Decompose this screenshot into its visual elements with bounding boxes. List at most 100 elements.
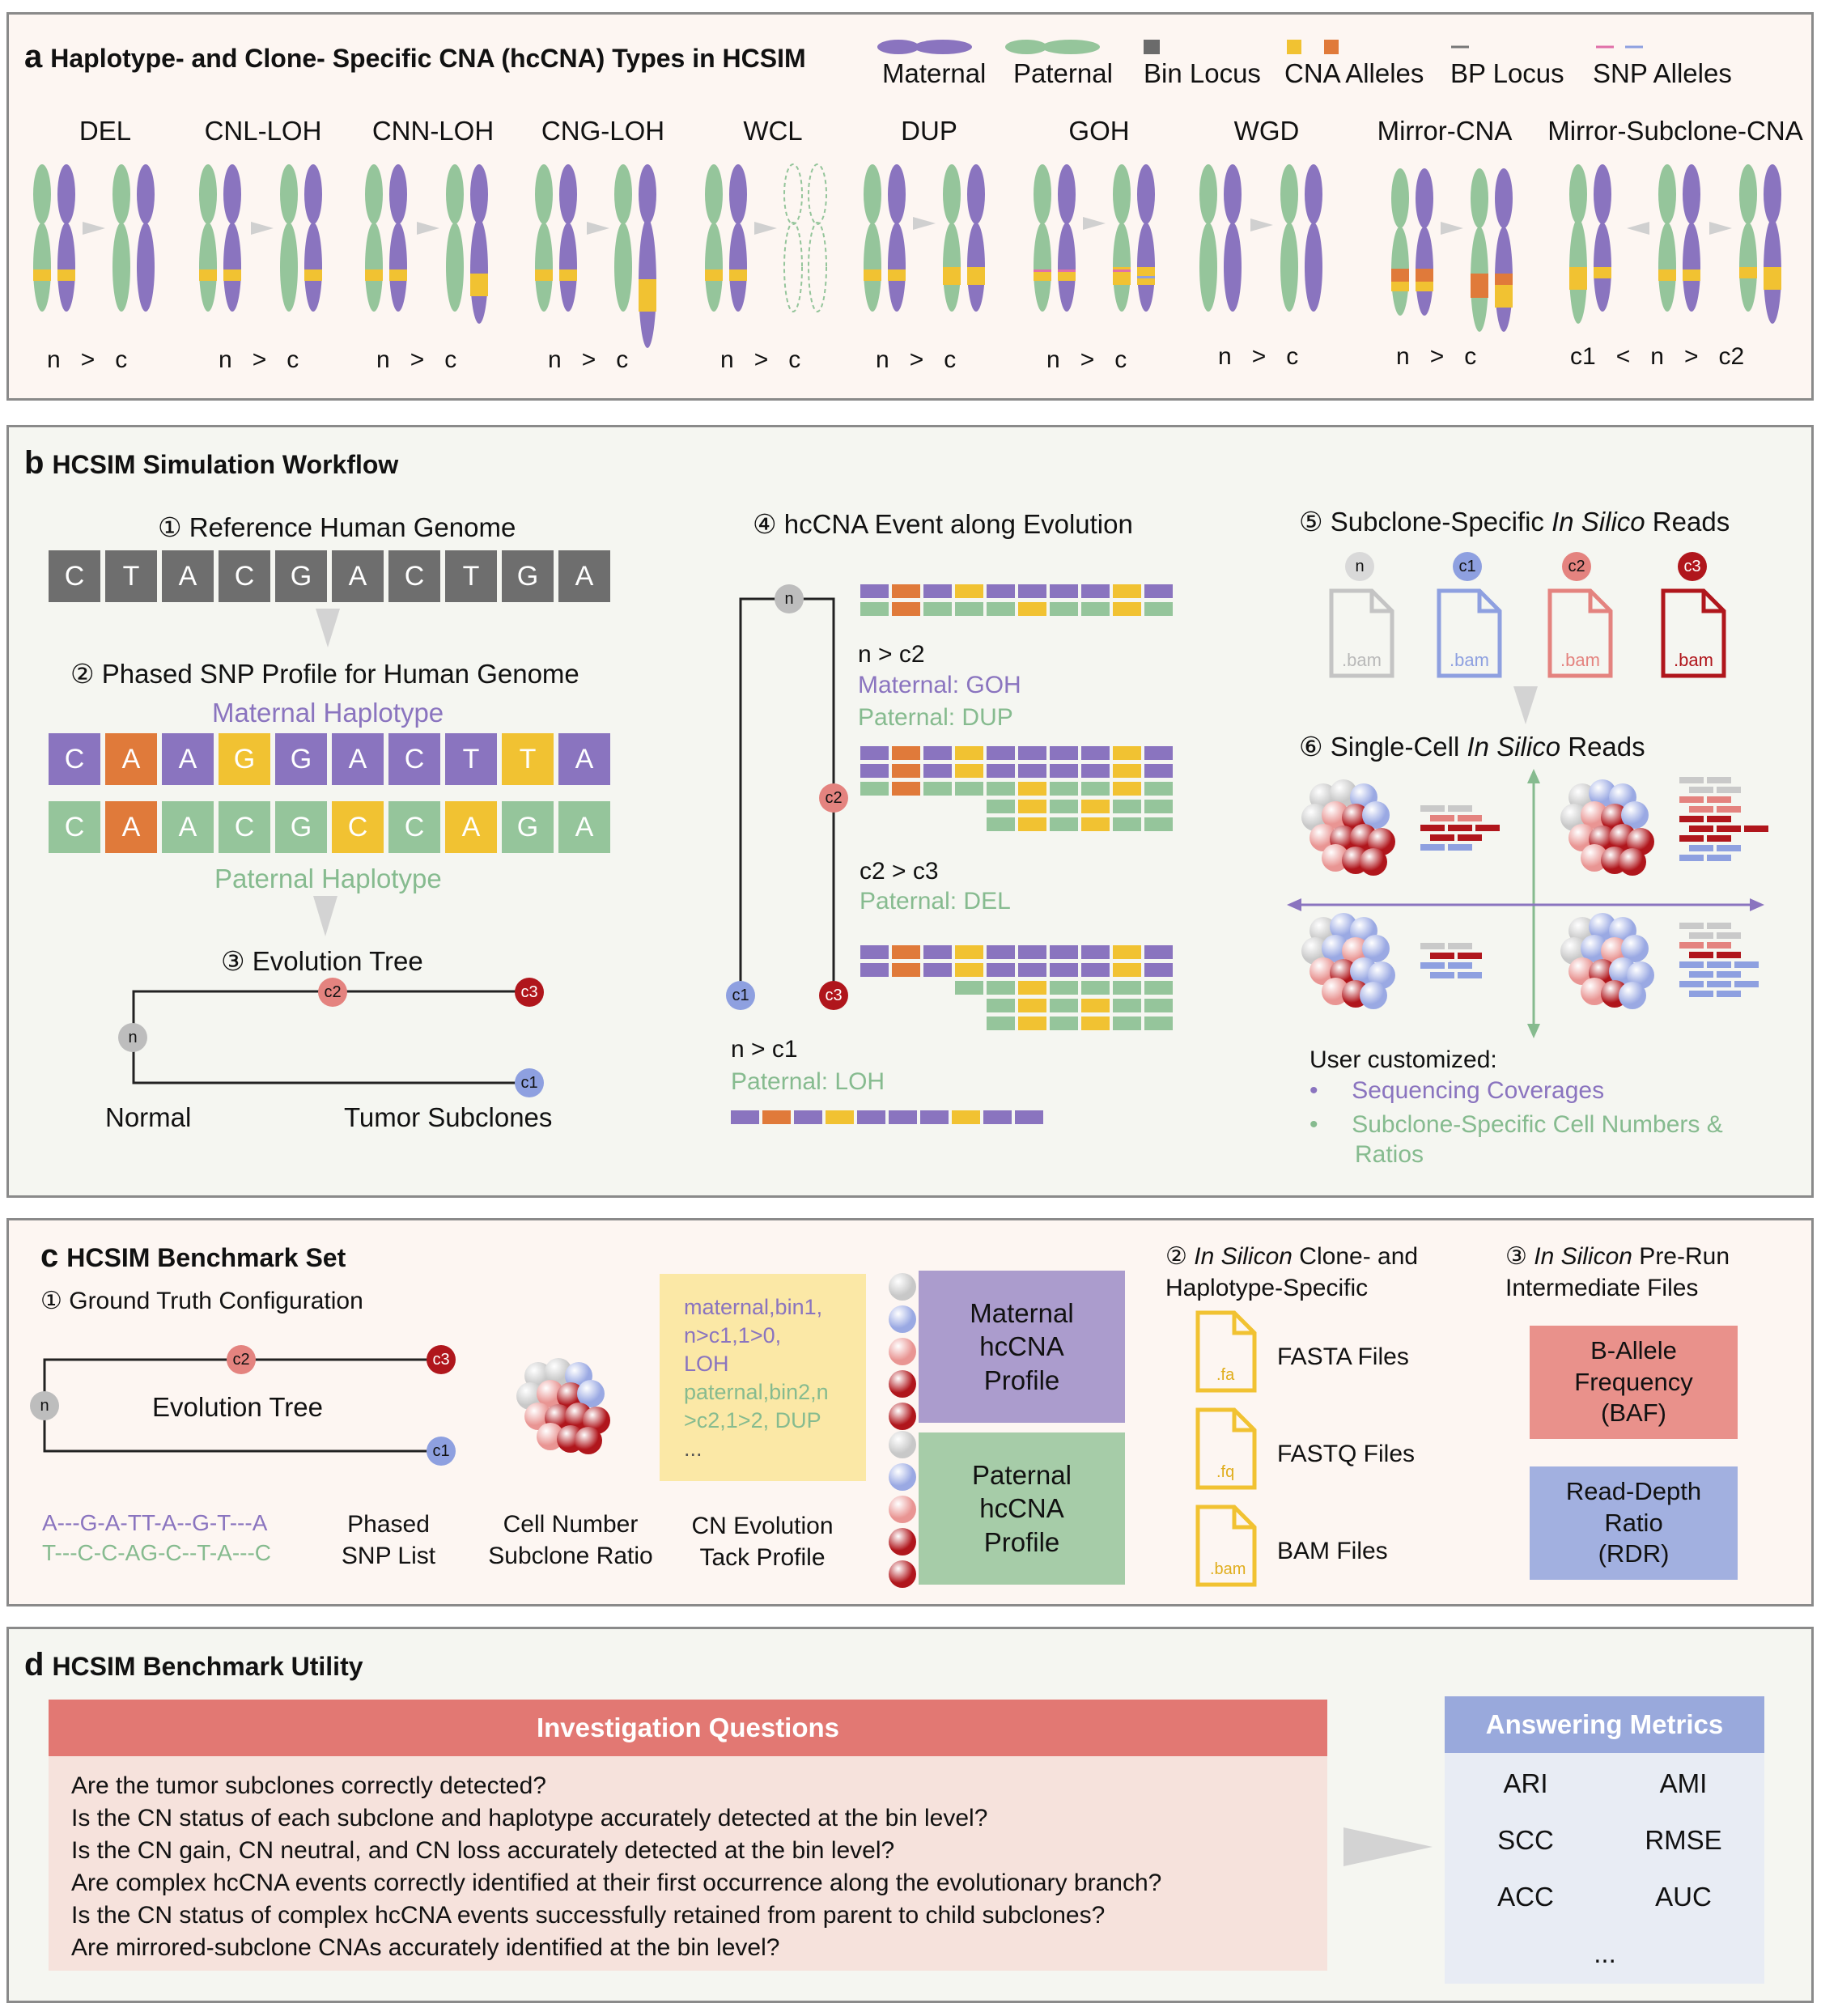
reads-bl-read-0-1 bbox=[1448, 943, 1472, 949]
n-paternal-b-block-2 bbox=[1113, 602, 1141, 616]
reads-br-read-6-0 bbox=[1679, 981, 1704, 987]
c3-maternal-1-block-9 bbox=[1113, 945, 1141, 959]
metrics-header: Answering Metrics bbox=[1445, 1696, 1764, 1753]
panel-a-title: a Haplotype- and Clone- Specific CNA (hcC… bbox=[24, 39, 806, 74]
c2-paternal-1-block-2 bbox=[892, 782, 920, 796]
maternal-profile-ball-1 bbox=[889, 1273, 916, 1301]
question-5: Is the CN status of complex hcCNA events… bbox=[71, 1902, 1106, 1929]
reads-tr-read-0-1 bbox=[1707, 777, 1731, 783]
c3-paternal-3-block-3 bbox=[1050, 1016, 1078, 1030]
custom-item-ratios: Ratios bbox=[1355, 1141, 1424, 1168]
legend-cna-alleles: CNA Alleles bbox=[1284, 58, 1424, 88]
cluster-tl-cell-14 bbox=[1360, 848, 1387, 876]
paternal-profile-ball-5 bbox=[889, 1560, 916, 1588]
n-maternal-b-block-3 bbox=[1144, 584, 1173, 598]
normal-label: Normal bbox=[105, 1102, 192, 1132]
n-paternal-b-block-1 bbox=[1081, 602, 1110, 616]
maternal-profile-ball-5 bbox=[889, 1403, 916, 1430]
reads-br-read-4-0 bbox=[1679, 961, 1704, 968]
reads-br-read-7-1 bbox=[1717, 991, 1741, 997]
custom-item-coverage: • Sequencing Coverages bbox=[1310, 1077, 1605, 1104]
fastq-files-label: FASTQ Files bbox=[1277, 1441, 1416, 1467]
type-mirror-cna: Mirror-CNA bbox=[1377, 116, 1513, 146]
step1-label: ① Reference Human Genome bbox=[158, 512, 516, 542]
c2-maternal-1-block-2 bbox=[892, 746, 920, 760]
maternal-base-8: T bbox=[445, 733, 497, 785]
step5-label: ⑤ Subclone-Specific In Silico Reads bbox=[1299, 507, 1730, 537]
reads-br-read-2-0 bbox=[1679, 942, 1704, 949]
c1-maternal-b-block-3 bbox=[1015, 1110, 1043, 1124]
c3-maternal-1-block-5 bbox=[987, 945, 1015, 959]
c2-paternal-2-block-3 bbox=[1050, 800, 1078, 813]
maternal-base-3: A bbox=[162, 733, 214, 785]
reference-base-5: G bbox=[275, 550, 327, 602]
reads-br-read-7-0 bbox=[1689, 991, 1713, 997]
bam-file-icons bbox=[1329, 588, 1726, 678]
tree-node-n: n bbox=[118, 1023, 147, 1052]
type-wcl: WCL bbox=[743, 116, 803, 146]
paternal-profile-ball-4 bbox=[889, 1528, 916, 1556]
reference-base-9: G bbox=[502, 550, 554, 602]
metric-ami: AMI bbox=[1659, 1768, 1708, 1798]
c3-maternal-2-block-4 bbox=[955, 963, 983, 977]
metric-auc: AUC bbox=[1655, 1882, 1712, 1912]
c2-maternal-2-block-6 bbox=[1018, 764, 1046, 778]
maternal-base-7: C bbox=[388, 733, 440, 785]
event1-paternal: Paternal: DUP bbox=[858, 704, 1013, 731]
n-maternal-block-5 bbox=[987, 584, 1015, 598]
c3-paternal-3-block-4 bbox=[1081, 1016, 1110, 1030]
caption-wcl: n > c bbox=[720, 346, 801, 373]
bam-n-label: .bam bbox=[1342, 650, 1382, 670]
bam-files-label: BAM Files bbox=[1277, 1538, 1388, 1564]
c3-maternal-1-block-3 bbox=[923, 945, 952, 959]
c-tree-node-c3: c3 bbox=[427, 1345, 456, 1374]
c2-paternal-3-block-2 bbox=[1018, 817, 1046, 831]
c3-maternal-1-block-4 bbox=[955, 945, 983, 959]
paternal-base-9: G bbox=[502, 801, 554, 853]
n-paternal-block-3 bbox=[923, 602, 952, 616]
paternal-base-5: G bbox=[275, 801, 327, 853]
reference-base-6: A bbox=[332, 550, 384, 602]
maternal-profile-ball-3 bbox=[889, 1338, 916, 1365]
reads-br-read-1-0 bbox=[1689, 932, 1713, 939]
maternal-base-2: A bbox=[105, 733, 157, 785]
c2-paternal-2-block-4 bbox=[1081, 800, 1110, 813]
baf-box: B-Allele Frequency (BAF) bbox=[1530, 1326, 1738, 1439]
metric-scc: SCC bbox=[1497, 1825, 1554, 1855]
step4-label: ④ hcCNA Event along Evolution bbox=[753, 509, 1133, 539]
reads-tr-read-6-1 bbox=[1707, 835, 1731, 842]
event-node-c1: c1 bbox=[726, 981, 755, 1010]
c3-maternal-2-block-10 bbox=[1144, 963, 1173, 977]
reads-bl-read-1-0 bbox=[1430, 953, 1454, 959]
reads-tr-read-5-0 bbox=[1689, 825, 1713, 832]
reads-tr-read-8-0 bbox=[1679, 855, 1704, 861]
c1-maternal-b-block-1 bbox=[952, 1110, 980, 1124]
n-paternal-block-7 bbox=[1050, 602, 1078, 616]
question-2: Is the CN status of each subclone and ha… bbox=[71, 1805, 988, 1831]
reads-tr-read-4-0 bbox=[1679, 816, 1704, 822]
c2-paternal-2-block-2 bbox=[1018, 800, 1046, 813]
n-paternal-block-5 bbox=[987, 602, 1015, 616]
cn-config-text: maternal,bin1, n>c1,1>0, LOH paternal,bi… bbox=[684, 1295, 829, 1461]
paternal-base-4: C bbox=[219, 801, 270, 853]
fasta-file-icons bbox=[1195, 1310, 1257, 1587]
reference-base-4: C bbox=[219, 550, 270, 602]
panel-a-chromosomes bbox=[33, 163, 1781, 348]
c1-maternal-b-block-2 bbox=[983, 1110, 1012, 1124]
bam-c2-label: .bam bbox=[1560, 650, 1600, 670]
evolution-tree-b bbox=[132, 990, 526, 1084]
paternal-base-7: C bbox=[388, 801, 440, 853]
step6-label: ⑥ Single-Cell In Silico Reads bbox=[1299, 732, 1645, 762]
c2-maternal-2-block-9 bbox=[1113, 764, 1141, 778]
c2-maternal-1-block-9 bbox=[1113, 746, 1141, 760]
reads-br-read-5-1 bbox=[1717, 971, 1741, 978]
reads-tl-read-1-0 bbox=[1430, 815, 1454, 821]
maternal-base-9: T bbox=[502, 733, 554, 785]
n-maternal-b-block-2 bbox=[1113, 584, 1141, 598]
c3-maternal-2-block-2 bbox=[892, 963, 920, 977]
bam-c1-label: .bam bbox=[1450, 650, 1489, 670]
cn-config-box bbox=[660, 1274, 866, 1481]
n-maternal-b-block-1 bbox=[1081, 584, 1110, 598]
caption-mirror-subclone: c1 < n > c2 bbox=[1570, 343, 1745, 370]
reads-tl-read-2-2 bbox=[1475, 825, 1500, 831]
